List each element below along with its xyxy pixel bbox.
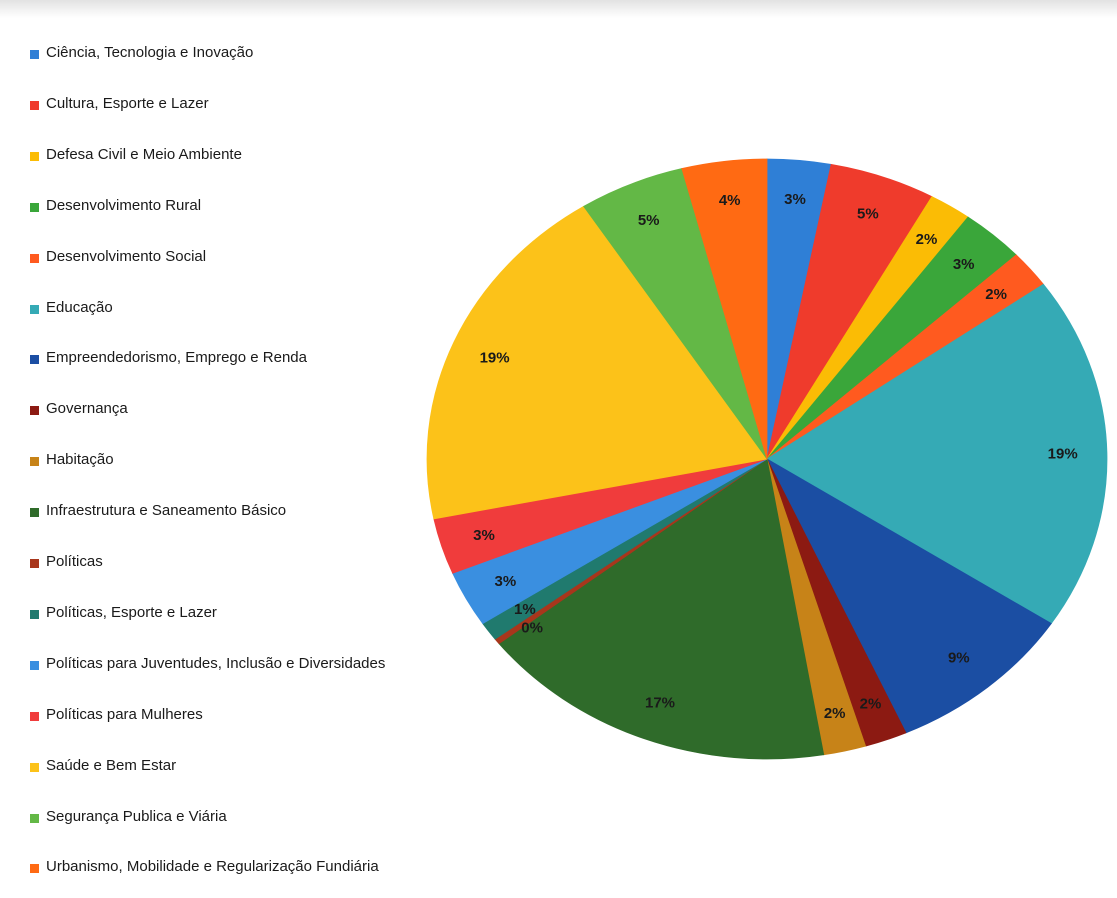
- legend-label: Empreendedorismo, Emprego e Renda: [46, 349, 307, 367]
- slice-percent-label: 3%: [495, 573, 517, 590]
- legend-item: Cultura, Esporte e Lazer: [30, 95, 406, 113]
- slice-percent-label: 19%: [1048, 446, 1078, 463]
- legend-label: Governança: [46, 400, 128, 418]
- legend-item: Desenvolvimento Social: [30, 248, 406, 266]
- legend-label: Saúde e Bem Estar: [46, 756, 177, 774]
- legend-label: Habitação: [46, 451, 114, 469]
- legend-swatch: [30, 406, 39, 416]
- legend-item: Segurança Publica e Viária: [30, 808, 406, 826]
- legend-item: Urbanismo, Mobilidade e Regularização Fu…: [30, 858, 406, 876]
- legend-item: Infraestrutura e Saneamento Básico: [30, 502, 406, 520]
- legend-swatch: [30, 50, 39, 59]
- slice-percent-label: 19%: [480, 349, 510, 366]
- legend: Ciência, Tecnologia e Inovação Cultura, E…: [30, 0, 410, 898]
- legend-item: Saúde e Bem Estar: [30, 757, 406, 775]
- slice-percent-label: 5%: [638, 212, 660, 229]
- legend-swatch: [30, 253, 39, 263]
- legend-swatch: [30, 151, 39, 161]
- slice-percent-label: 0%: [521, 620, 543, 637]
- slice-percent-label: 2%: [824, 705, 846, 722]
- legend-swatch: [30, 813, 39, 823]
- slice-percent-label: 4%: [719, 192, 741, 209]
- legend-label: Cultura, Esporte e Lazer: [46, 94, 209, 112]
- legend-swatch: [30, 304, 39, 314]
- slice-percent-label: 3%: [473, 527, 495, 544]
- legend-swatch: [30, 864, 39, 874]
- slice-percent-label: 2%: [916, 231, 938, 248]
- legend-label: Políticas, Esporte e Lazer: [46, 603, 217, 621]
- legend-item: Ciência, Tecnologia e Inovação: [30, 44, 406, 62]
- pie-slice: [766, 283, 1108, 625]
- slice-percent-label: 3%: [784, 191, 806, 208]
- slice-percent-label: 2%: [985, 286, 1007, 303]
- slice-percent-label: 3%: [953, 256, 975, 273]
- legend-swatch: [30, 457, 39, 467]
- legend-label: Desenvolvimento Rural: [46, 196, 202, 214]
- pie-slice: [498, 458, 825, 760]
- legend-swatch: [30, 100, 39, 110]
- legend-swatch: [30, 202, 39, 212]
- slice-percent-label: 17%: [645, 694, 675, 711]
- legend-swatch: [30, 762, 39, 772]
- legend-item: Políticas, Esporte e Lazer: [30, 604, 406, 622]
- legend-label: Segurança Publica e Viária: [46, 807, 227, 825]
- legend-item: Habitação: [30, 451, 406, 469]
- legend-label: Políticas para Mulheres: [46, 705, 203, 723]
- legend-item: Políticas: [30, 553, 406, 571]
- pie-slice: [426, 205, 768, 520]
- legend-label: Desenvolvimento Social: [46, 247, 207, 265]
- legend-item: Empreendedorismo, Emprego e Renda: [30, 349, 406, 367]
- legend-label: Urbanismo, Mobilidade e Regularização Fu…: [46, 858, 379, 876]
- slice-percent-label: 2%: [860, 696, 882, 713]
- legend-swatch: [30, 609, 39, 619]
- legend-item: Educação: [30, 299, 406, 317]
- legend-item: Políticas para Juventudes, Inclusão e Di…: [30, 655, 406, 673]
- legend-label: Educação: [46, 298, 113, 316]
- legend-label: Defesa Civil e Meio Ambiente: [46, 145, 242, 163]
- legend-label: Infraestrutura e Saneamento Básico: [46, 502, 287, 520]
- legend-item: Defesa Civil e Meio Ambiente: [30, 146, 406, 164]
- legend-swatch: [30, 660, 39, 670]
- pie-slice: [766, 457, 1052, 734]
- legend-swatch: [30, 559, 39, 568]
- legend-label: Ciência, Tecnologia e Inovação: [46, 44, 254, 61]
- legend-swatch: [30, 355, 39, 365]
- legend-swatch: [30, 508, 39, 518]
- legend-item: Governança: [30, 400, 406, 418]
- legend-label: Políticas para Juventudes, Inclusão e Di…: [46, 654, 386, 672]
- slice-percent-label: 9%: [948, 650, 970, 667]
- scan-top-band: [0, 0, 1117, 18]
- legend-swatch: [30, 711, 39, 721]
- legend-item: Políticas para Mulheres: [30, 706, 406, 724]
- slice-percent-label: 1%: [514, 601, 536, 618]
- legend-item: Desenvolvimento Rural: [30, 197, 406, 215]
- legend-label: Políticas: [46, 553, 103, 570]
- slice-percent-label: 5%: [857, 206, 879, 223]
- pie-slice: [681, 158, 768, 460]
